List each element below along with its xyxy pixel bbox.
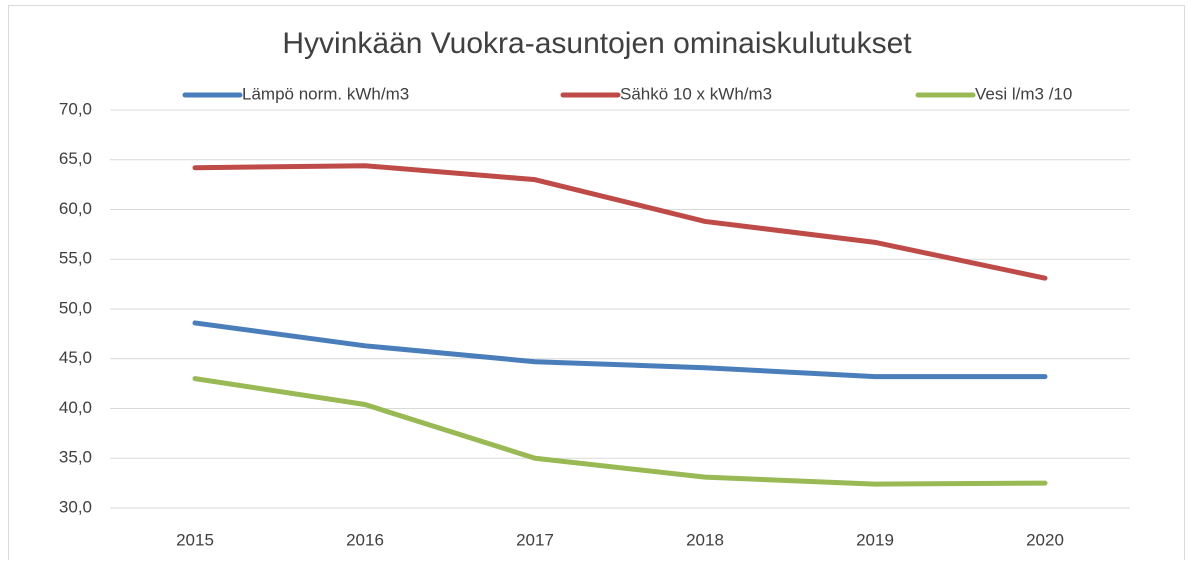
x-tick-label: 2016 bbox=[346, 530, 384, 549]
x-tick-label: 2015 bbox=[176, 530, 214, 549]
series-line bbox=[192, 163, 1048, 281]
y-tick-label: 50,0 bbox=[59, 298, 92, 317]
x-tick-label: 2017 bbox=[516, 530, 554, 549]
y-tick-label: 30,0 bbox=[59, 497, 92, 516]
y-tick-label: 55,0 bbox=[59, 249, 92, 268]
y-tick-label: 35,0 bbox=[59, 448, 92, 467]
chart-border bbox=[8, 5, 1185, 565]
series-line bbox=[192, 320, 1048, 380]
legend-label: Sähkö 10 x kWh/m3 bbox=[620, 84, 772, 103]
y-tick-label: 45,0 bbox=[59, 348, 92, 367]
x-tick-label: 2020 bbox=[1026, 530, 1064, 549]
y-tick-label: 65,0 bbox=[59, 149, 92, 168]
legend-label: Lämpö norm. kWh/m3 bbox=[242, 84, 409, 103]
y-tick-label: 40,0 bbox=[59, 398, 92, 417]
x-tick-label: 2018 bbox=[686, 530, 724, 549]
y-tick-label: 60,0 bbox=[59, 199, 92, 218]
y-tick-label: 70,0 bbox=[59, 99, 92, 118]
series-line bbox=[192, 376, 1048, 487]
legend-label: Vesi l/m3 /10 bbox=[975, 84, 1072, 103]
x-tick-label: 2019 bbox=[856, 530, 894, 549]
chart-title: Hyvinkään Vuokra-asuntojen ominaiskulutu… bbox=[282, 27, 912, 60]
